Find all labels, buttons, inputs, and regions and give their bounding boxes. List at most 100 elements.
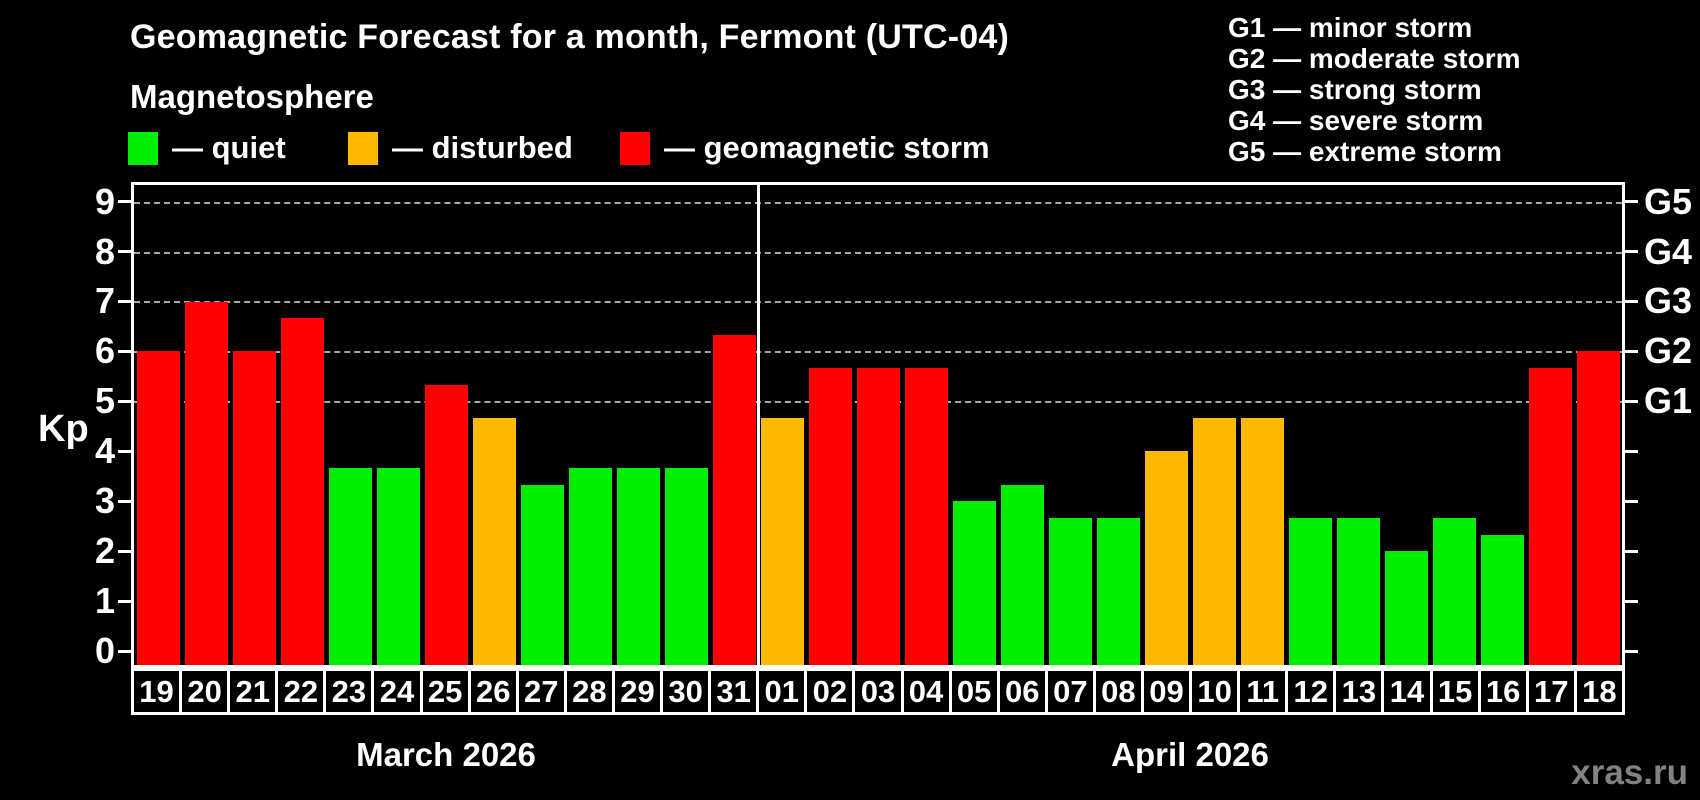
month-divider-line	[756, 185, 760, 665]
month-label-april: April 2026	[1111, 736, 1269, 773]
magnetosphere-subtitle: Magnetosphere	[130, 78, 374, 115]
day-label-21: 21	[227, 668, 279, 715]
y-axis-tick-label-7: 7	[94, 280, 115, 322]
legend-item-disturbed: — disturbed	[348, 130, 573, 165]
day-label-31: 31	[708, 668, 760, 715]
watermark-xras-ru: xras.ru	[1571, 753, 1688, 792]
y-axis-tick-label-2: 2	[94, 530, 115, 572]
day-label-19: 19	[131, 668, 183, 715]
left-axis-tick-kp9	[118, 200, 131, 204]
g-level-label-g5: G5	[1644, 180, 1693, 222]
g4-legend-row: G4 — severe storm	[1228, 105, 1484, 136]
g5-legend-row: G5 — extreme storm	[1228, 136, 1502, 167]
storm-color-swatch	[620, 131, 650, 165]
left-axis-tick-kp4	[118, 449, 131, 453]
right-axis-tick-kp7	[1625, 299, 1638, 303]
day-label-13: 13	[1333, 668, 1385, 715]
disturbed-color-swatch	[348, 131, 378, 165]
right-axis-tick-kp0	[1625, 649, 1638, 653]
kp-bar-plot-area	[131, 182, 1625, 668]
day-label-23: 23	[323, 668, 375, 715]
day-label-25: 25	[419, 668, 471, 715]
disturbed-legend-label: — disturbed	[392, 130, 573, 165]
right-axis-tick-kp6	[1625, 349, 1638, 353]
day-label-11: 11	[1237, 668, 1289, 715]
right-axis-tick-kp4	[1625, 449, 1638, 453]
day-label-09: 09	[1140, 668, 1193, 715]
day-label-18: 18	[1573, 668, 1625, 715]
day-label-29: 29	[611, 668, 664, 715]
day-label-26: 26	[467, 668, 519, 715]
y-axis-tick-label-0: 0	[94, 630, 115, 671]
kp-bar-day-24	[376, 467, 420, 665]
kp-bar-day-26	[472, 417, 516, 665]
day-label-10: 10	[1189, 668, 1241, 715]
kp-bar-day-28	[568, 467, 612, 665]
day-label-27: 27	[515, 668, 567, 715]
chart-title: Geomagnetic Forecast for a month, Fermon…	[130, 18, 1009, 56]
left-axis-tick-kp0	[118, 649, 131, 653]
right-axis-tick-kp8	[1625, 250, 1638, 254]
g-level-label-g2: G2	[1644, 330, 1693, 372]
left-axis-tick-kp6	[118, 349, 131, 353]
kp-bar-day-15	[1432, 517, 1476, 665]
legend-item-quiet: — quiet	[128, 130, 286, 165]
gridline-kp7	[134, 301, 1622, 304]
left-axis-tick-kp7	[118, 299, 131, 303]
left-axis-tick-kp8	[118, 250, 131, 254]
kp-bar-day-11	[1240, 417, 1284, 665]
kp-bar-day-03	[856, 367, 900, 665]
kp-bar-day-13	[1336, 517, 1380, 665]
gridline-kp8	[134, 251, 1622, 254]
y-axis-tick-label-8: 8	[94, 230, 115, 272]
kp-bar-day-10	[1192, 417, 1236, 665]
day-label-30: 30	[660, 668, 712, 715]
kp-bar-day-06	[1000, 484, 1044, 665]
kp-bar-day-01	[760, 417, 804, 665]
gridline-kp6	[134, 351, 1622, 354]
kp-bar-day-25	[424, 384, 468, 665]
y-axis-tick-label-9: 9	[94, 180, 115, 222]
y-axis-tick-label-3: 3	[94, 480, 115, 522]
kp-bar-day-29	[616, 467, 660, 665]
day-axis-row: 19 20 21 22 23 24 25 26 27 28 29 30 31 01 02 03 04 05 06 07…	[131, 668, 1625, 715]
day-label-02: 02	[804, 668, 856, 715]
y-axis-label-kp: Kp	[38, 408, 89, 450]
kp-bar-day-21	[232, 351, 276, 665]
kp-bar-day-20	[184, 301, 228, 665]
right-axis-tick-kp9	[1625, 200, 1638, 204]
kp-bar-day-27	[520, 484, 564, 665]
right-axis-tick-kp3	[1625, 499, 1638, 503]
y-axis-tick-label-6: 6	[94, 330, 115, 372]
kp-bar-day-14	[1384, 551, 1428, 665]
g-level-label-g3: G3	[1644, 280, 1693, 322]
day-label-01: 01	[756, 668, 808, 715]
day-label-03: 03	[852, 668, 904, 715]
day-label-07: 07	[1044, 668, 1096, 715]
right-axis-tick-kp2	[1625, 549, 1638, 553]
g2-legend-row: G2 — moderate storm	[1228, 43, 1521, 74]
kp-bar-day-07	[1048, 517, 1092, 665]
quiet-legend-label: — quiet	[172, 130, 286, 165]
left-axis-tick-kp5	[118, 399, 131, 403]
g-level-label-g4: G4	[1644, 230, 1693, 272]
gridline-kp9	[134, 201, 1622, 204]
kp-bar-day-23	[328, 467, 372, 665]
kp-bar-day-02	[808, 367, 852, 665]
left-axis-tick-kp1	[118, 599, 131, 603]
g-level-label-g1: G1	[1644, 380, 1693, 422]
kp-bar-day-08	[1096, 517, 1140, 665]
kp-bar-day-09	[1144, 451, 1188, 665]
storm-legend-label: — geomagnetic storm	[664, 130, 990, 165]
kp-bar-day-30	[664, 467, 708, 665]
g1-legend-row: G1 — minor storm	[1228, 12, 1473, 43]
day-label-20: 20	[179, 668, 231, 715]
kp-bar-day-31	[712, 334, 756, 665]
g-scale-legend: G1 — minor storm G2 — moderate storm G3 …	[1228, 12, 1521, 167]
right-axis-tick-kp1	[1625, 599, 1638, 603]
day-label-14: 14	[1381, 668, 1433, 715]
quiet-color-swatch	[128, 131, 158, 165]
day-label-22: 22	[275, 668, 327, 715]
left-axis-tick-kp3	[118, 499, 131, 503]
